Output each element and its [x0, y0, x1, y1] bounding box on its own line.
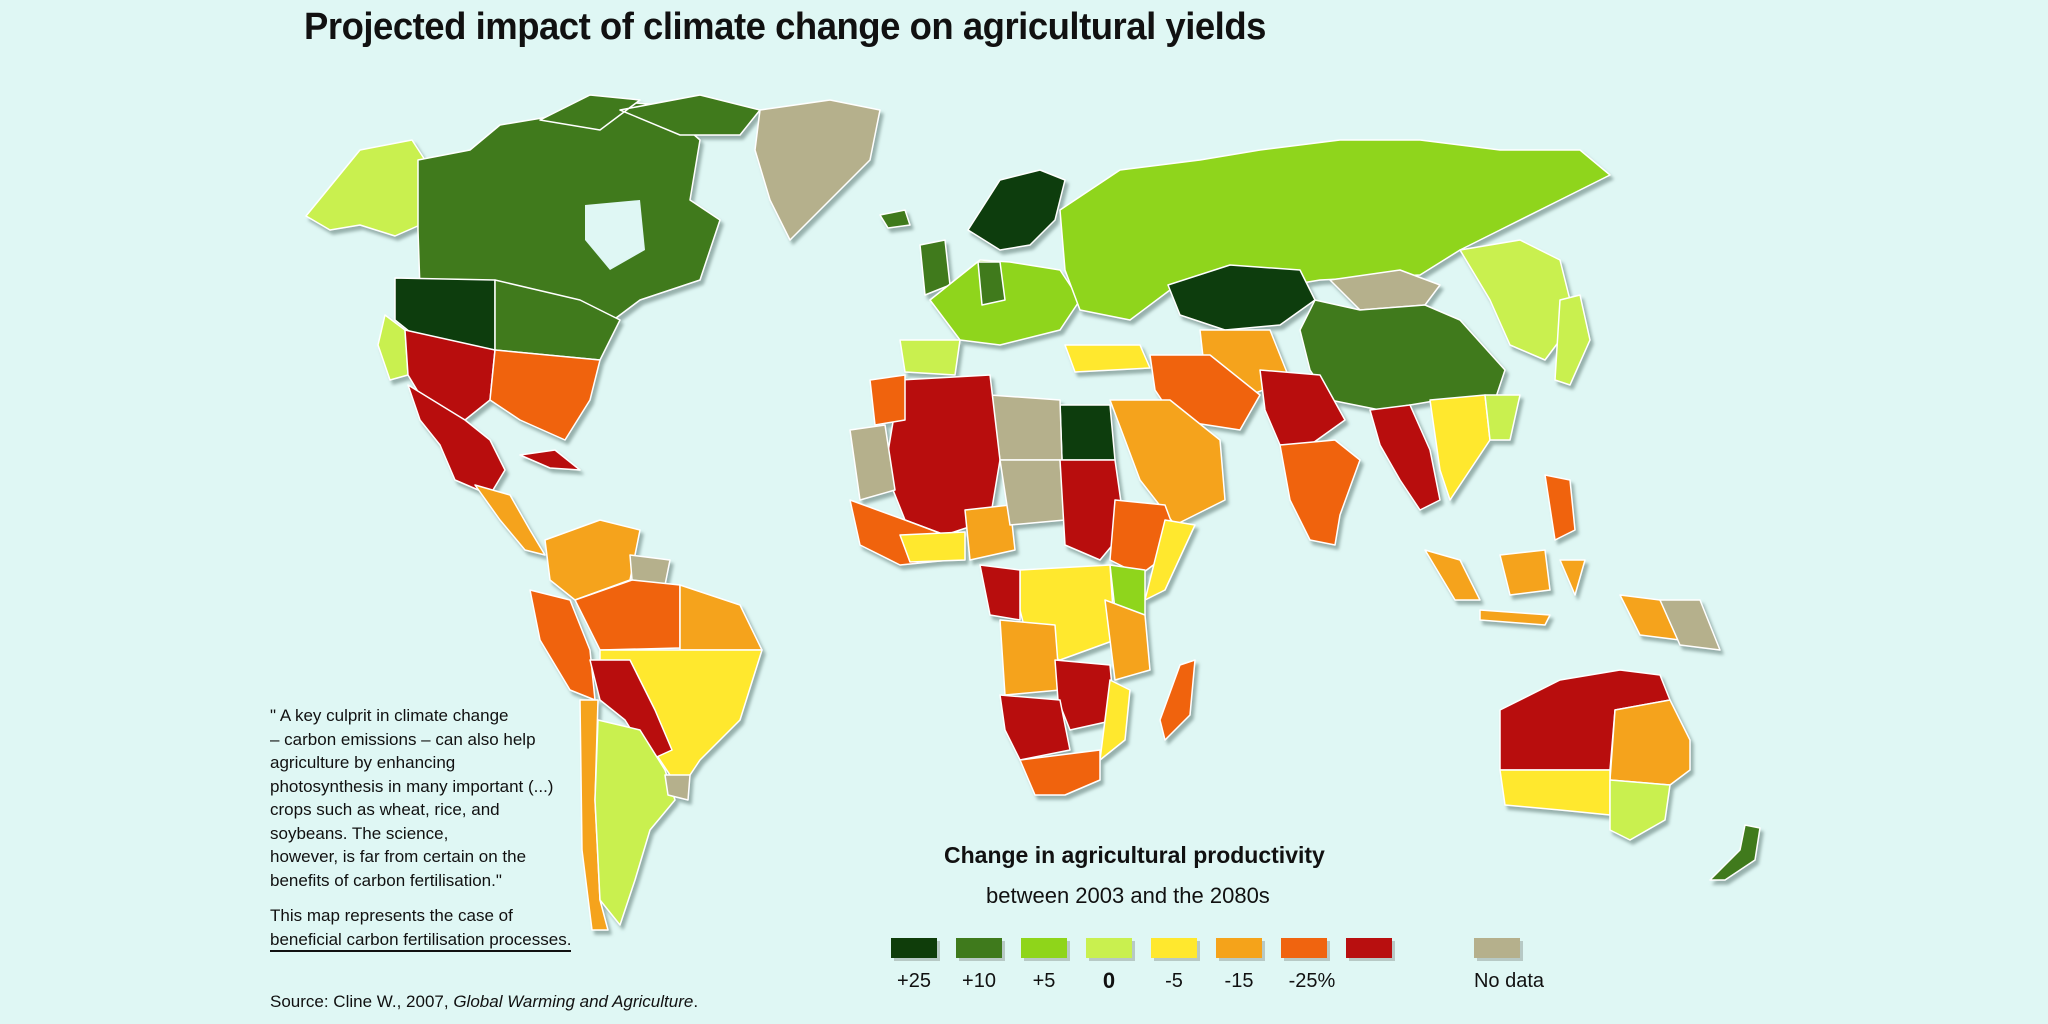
- region-australia-west: [1499, 769, 1611, 816]
- region-kazakhstan: [1167, 264, 1316, 331]
- region-chad: [999, 459, 1066, 526]
- region-philippines: [1544, 474, 1576, 541]
- region-argentina: [594, 719, 676, 926]
- source-suffix: .: [693, 992, 699, 1011]
- region-angola: [999, 619, 1061, 696]
- region-cuba: [519, 449, 581, 471]
- region-western-europe: [929, 259, 1081, 346]
- source-prefix: Source: Cline W., 2007,: [270, 992, 454, 1011]
- region-alaska: [305, 139, 426, 237]
- legend-swatch: [891, 938, 937, 958]
- region-egypt: [1059, 404, 1116, 461]
- region-chile: [579, 699, 609, 931]
- region-california: [377, 314, 409, 381]
- region-iberia: [899, 339, 961, 376]
- region-new-zealand: [1709, 824, 1761, 881]
- quote-text: " A key culprit in climate change – carb…: [270, 706, 554, 890]
- region-somalia: [1144, 519, 1196, 601]
- hudson-bay: [585, 200, 645, 270]
- map-title: Projected impact of climate change on ag…: [304, 6, 1266, 48]
- region-borneo: [1499, 549, 1551, 596]
- region-japan: [1554, 294, 1591, 386]
- legend-label: +10: [962, 970, 996, 992]
- region-arctic-islands: [539, 94, 761, 136]
- region-indochina: [1429, 394, 1491, 501]
- legend-label: +5: [1032, 970, 1056, 992]
- region-germany: [977, 261, 1006, 306]
- legend-label-nodata: No data: [1473, 970, 1545, 992]
- legend: +25 +10 +5 0 -5 -15 -25% No data: [0, 938, 2048, 1008]
- region-turkey: [1064, 344, 1151, 373]
- region-western-sahara: [849, 424, 896, 501]
- region-namibia: [999, 694, 1071, 761]
- region-nigeria: [964, 504, 1016, 561]
- region-india-south: [1279, 439, 1361, 546]
- legend-title: Change in agricultural productivity: [944, 842, 1325, 868]
- region-south-africa: [1019, 749, 1101, 796]
- legend-label: 0: [1102, 968, 1116, 993]
- region-png: [1659, 599, 1721, 651]
- region-arabia: [1109, 399, 1226, 526]
- region-gulf-of-guinea: [899, 531, 966, 563]
- quote-block: " A key culprit in climate change – carb…: [270, 704, 590, 952]
- region-cameroon: [979, 564, 1021, 621]
- region-usa-southeast: [489, 349, 601, 441]
- legend-label: -5: [1165, 970, 1183, 992]
- legend-swatch: [1151, 938, 1197, 958]
- legend-label: -15: [1224, 970, 1254, 992]
- source-citation: Source: Cline W., 2007, Global Warming a…: [270, 992, 698, 1012]
- legend-swatch: [1216, 938, 1262, 958]
- region-sumatra: [1424, 549, 1481, 601]
- region-sulawesi: [1559, 559, 1586, 596]
- region-zambia: [1054, 659, 1116, 731]
- region-bolivia: [589, 659, 673, 761]
- region-maghreb: [869, 374, 906, 426]
- map-note: This map represents the case of benefici…: [270, 904, 590, 952]
- region-usa-north: [494, 279, 621, 361]
- legend-swatch: [1281, 938, 1327, 958]
- region-madagascar: [1159, 659, 1196, 741]
- region-australia-southeast: [1609, 779, 1671, 841]
- legend-swatch: [1346, 938, 1392, 958]
- map-note-line2: beneficial carbon fertilisation processe…: [270, 929, 572, 952]
- region-libya: [989, 394, 1063, 461]
- region-mozambique: [1099, 679, 1131, 761]
- region-greenland: [754, 99, 881, 241]
- region-tanzania: [1104, 599, 1151, 681]
- region-uruguay: [664, 774, 691, 801]
- map-note-line1: This map represents the case of: [270, 906, 513, 925]
- legend-swatch: [1086, 938, 1132, 958]
- region-java: [1479, 609, 1551, 626]
- region-mongolia: [1329, 269, 1441, 311]
- region-central-america: [474, 484, 546, 556]
- region-scandinavia: [967, 169, 1066, 251]
- legend-subtitle: between 2003 and the 2080s: [986, 883, 1270, 908]
- legend-label: +25: [897, 970, 931, 992]
- legend-label: -25%: [1288, 970, 1336, 992]
- region-iceland: [879, 209, 911, 229]
- region-vietnam: [1484, 394, 1521, 441]
- region-burma: [1369, 404, 1441, 511]
- legend-swatch-nodata: [1474, 938, 1520, 958]
- region-australia-northeast: [1609, 699, 1691, 786]
- legend-swatch: [956, 938, 1002, 958]
- region-brazil-northeast: [679, 584, 763, 651]
- legend-swatch: [1021, 938, 1067, 958]
- source-work: Global Warming and Agriculture: [453, 992, 694, 1011]
